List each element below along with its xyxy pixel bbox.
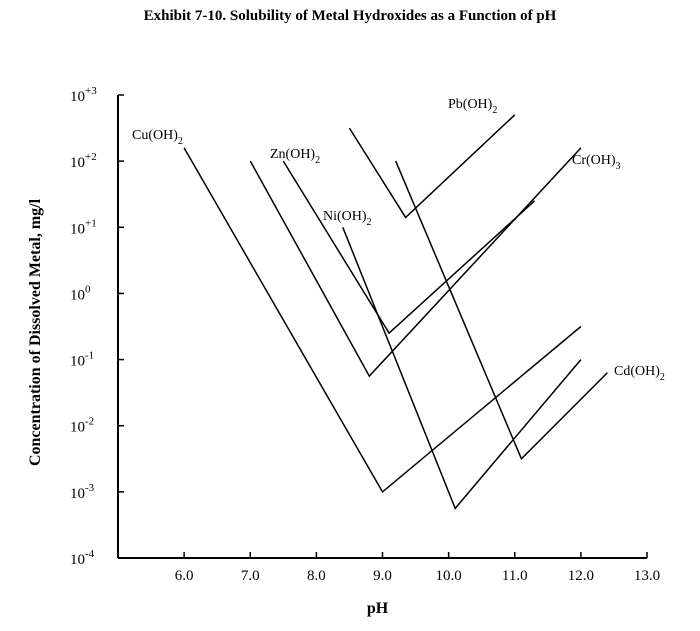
series-labels: Cu(OH)2 Zn(OH)2 Ni(OH)2 Pb(OH)2 Cr(OH)3 Cd(OH… [132, 97, 665, 383]
x-tick-label: 8.0 [307, 568, 326, 584]
series-line [395, 160, 608, 461]
x-tick-label: 11.0 [502, 568, 528, 584]
series-label: Cu(OH)2 [132, 128, 183, 147]
x-tick-label: 9.0 [373, 568, 392, 584]
y-tick-label: 10+1 [70, 217, 97, 237]
ticks: 6.0 7.0 8.0 9.0 10.0 11.0 12.0 13.0 10+3 10+2 10+1… [70, 85, 660, 584]
x-tick-label: 6.0 [175, 568, 194, 584]
y-tick-label: 10+2 [70, 151, 97, 171]
x-tick-label: 12.0 [568, 568, 594, 584]
series-label: Zn(OH)2 [270, 147, 320, 166]
series-label: Pb(OH)2 [448, 97, 497, 116]
series-line [183, 147, 582, 494]
x-tick-label: 10.0 [436, 568, 462, 584]
series-line [342, 227, 582, 510]
x-tick-label: 13.0 [634, 568, 660, 584]
y-tick-label: 10-4 [70, 548, 95, 568]
x-axis-title: pH [367, 600, 389, 617]
y-tick-label: 10+3 [70, 85, 97, 105]
series-label: Ni(OH)2 [323, 209, 372, 228]
series-label: Cr(OH)3 [572, 153, 621, 172]
y-tick-label: 10-2 [70, 416, 94, 436]
x-tick-label: 7.0 [241, 568, 260, 584]
y-tick-label: 10-1 [70, 350, 94, 370]
y-tick-label: 100 [70, 283, 91, 303]
series-line [348, 114, 516, 219]
y-tick-label: 10-3 [70, 482, 95, 502]
series-lines [183, 114, 608, 510]
series-line [249, 147, 582, 378]
y-axis-title: Concentration of Dissolved Metal, mg/l [27, 198, 44, 466]
series-line [282, 160, 536, 335]
series-label: Cd(OH)2 [614, 364, 665, 383]
chart-title: Exhibit 7-10. Solubility of Metal Hydrox… [143, 8, 557, 24]
